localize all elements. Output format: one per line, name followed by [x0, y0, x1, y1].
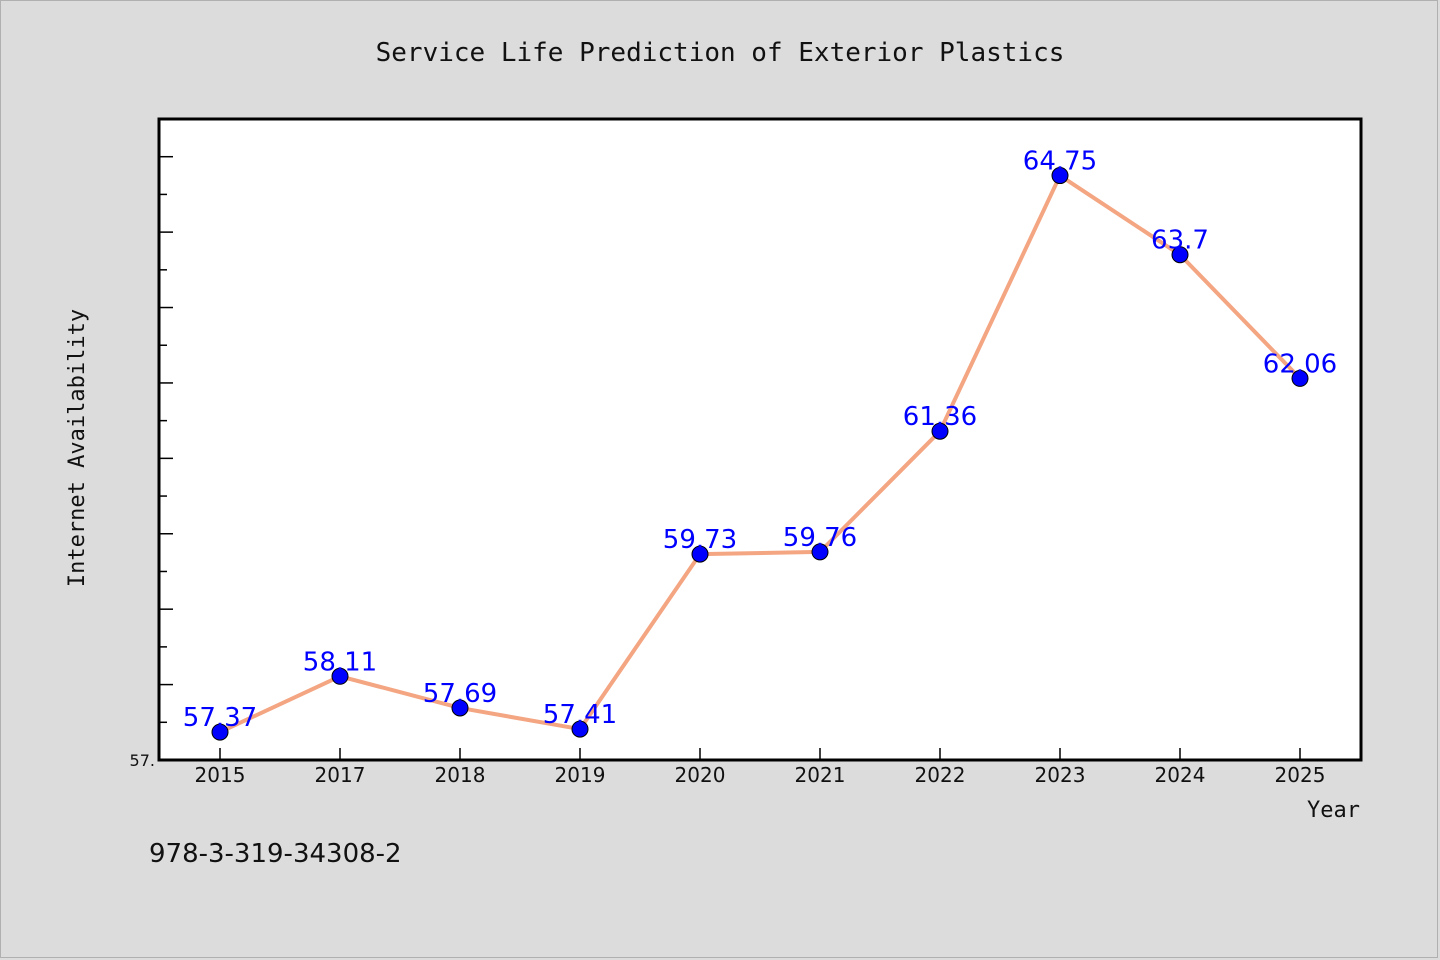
data-label: 61.36 [903, 402, 977, 432]
data-label: 57.41 [543, 700, 617, 730]
x-tick-labels: 2015 2017 2018 2019 2020 2021 2022 2023 2024 2025 [195, 763, 1326, 787]
data-point [691, 545, 709, 563]
data-point [931, 422, 949, 440]
data-label: 62.06 [1263, 349, 1337, 379]
series-markers [211, 167, 1309, 741]
y-axis-label: Internet Availability [65, 309, 90, 587]
data-label: 59.76 [783, 523, 857, 553]
data-point [1291, 369, 1309, 387]
x-tick-label: 2024 [1155, 763, 1206, 787]
y-axis-ticks [159, 118, 173, 761]
data-label: 58.11 [303, 647, 377, 677]
x-tick-label: 2015 [195, 763, 246, 787]
x-tick-label: 2020 [675, 763, 726, 787]
data-point [451, 699, 469, 717]
data-point [811, 543, 829, 561]
x-tick-label: 2019 [555, 763, 606, 787]
chart-title: Service Life Prediction of Exterior Plas… [376, 38, 1065, 68]
data-label: 64.75 [1023, 147, 1097, 177]
data-point [1051, 167, 1069, 185]
x-tick-label: 2022 [915, 763, 966, 787]
data-point [331, 667, 349, 685]
plot-area [157, 117, 1363, 762]
x-tick-label: 2025 [1275, 763, 1326, 787]
series-line [219, 173, 1302, 734]
data-point [571, 720, 589, 738]
data-point [211, 723, 229, 741]
y-tick-label: 57. [130, 751, 155, 770]
footnote: 978-3-319-34308-2 [149, 839, 402, 869]
data-label: 57.69 [423, 679, 497, 709]
x-tick-label: 2017 [315, 763, 366, 787]
x-tick-label: 2018 [435, 763, 486, 787]
data-point [1171, 246, 1189, 264]
data-label: 57.37 [183, 703, 257, 733]
data-labels: 57.37 58.11 57.69 57.41 59.73 59.76 61.36 64.75… [183, 147, 1337, 734]
data-label: 59.73 [663, 525, 737, 555]
x-tick-label: 2023 [1035, 763, 1086, 787]
x-axis-label: Year [1307, 798, 1360, 823]
data-label: 63.7 [1151, 226, 1209, 256]
x-axis-ticks [219, 748, 1301, 760]
x-tick-label: 2021 [795, 763, 846, 787]
